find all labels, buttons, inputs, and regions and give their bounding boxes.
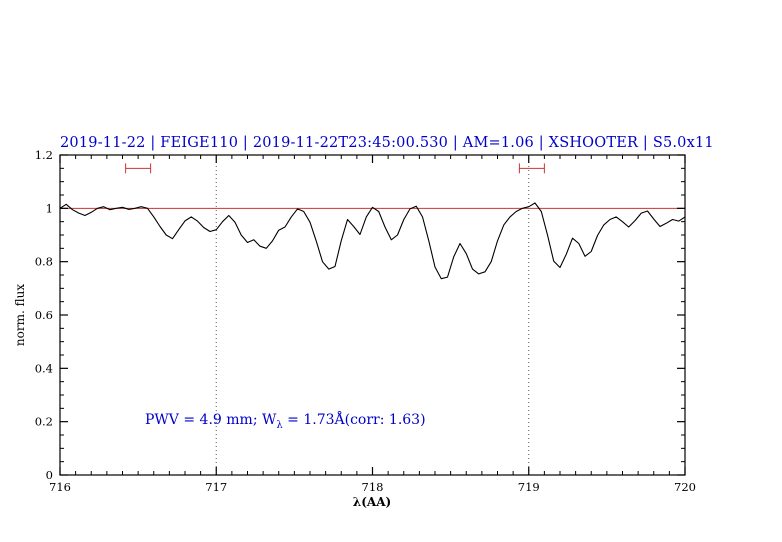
pwv-annotation-suffix: = 1.73Å(corr: 1.63) xyxy=(282,412,426,428)
y-axis-label: norm. flux xyxy=(13,283,27,347)
y-tick-label: 0.2 xyxy=(35,415,53,429)
x-tick-label: 720 xyxy=(674,480,696,494)
x-axis-label: λ(AA) xyxy=(352,495,392,509)
pwv-annotation-subscript: λ xyxy=(276,419,283,431)
y-tick-label: 0.4 xyxy=(35,361,53,375)
spectrum-line xyxy=(59,202,686,280)
y-tick-label: 0.6 xyxy=(35,308,53,322)
pwv-annotation-prefix: PWV = 4.9 mm; W xyxy=(145,412,277,428)
y-tick-label: 1.2 xyxy=(35,148,53,162)
plot-title: 2019-11-22 | FEIGE110 | 2019-11-22T23:45… xyxy=(60,135,714,151)
x-tick-label: 716 xyxy=(49,480,71,494)
pwv-annotation: PWV = 4.9 mm; Wλ = 1.73Å(corr: 1.63) xyxy=(145,412,426,431)
x-tick-label: 719 xyxy=(518,480,540,494)
x-tick-label: 717 xyxy=(205,480,227,494)
x-tick-label: 718 xyxy=(362,480,384,494)
y-tick-label: 0.8 xyxy=(35,255,53,269)
y-tick-label: 0 xyxy=(46,468,53,482)
y-tick-label: 1 xyxy=(46,201,53,215)
